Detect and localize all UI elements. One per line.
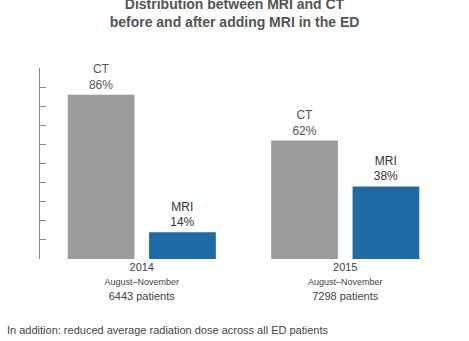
svg-text:CT86%: CT86%: [89, 62, 113, 92]
svg-text:MRI14%: MRI14%: [170, 200, 194, 230]
svg-text:2015August–November7298 patien: 2015August–November7298 patients: [308, 261, 383, 302]
svg-text:2014August–November6443 patien: 2014August–November6443 patients: [104, 261, 179, 302]
svg-text:Distribution between MRI and C: Distribution between MRI and CTbefore an…: [110, 0, 360, 30]
svg-text:MRI38%: MRI38%: [374, 154, 398, 184]
svg-text:CT62%: CT62%: [292, 108, 316, 138]
svg-text:In addition: reduced average r: In addition: reduced average radiation d…: [7, 324, 329, 336]
